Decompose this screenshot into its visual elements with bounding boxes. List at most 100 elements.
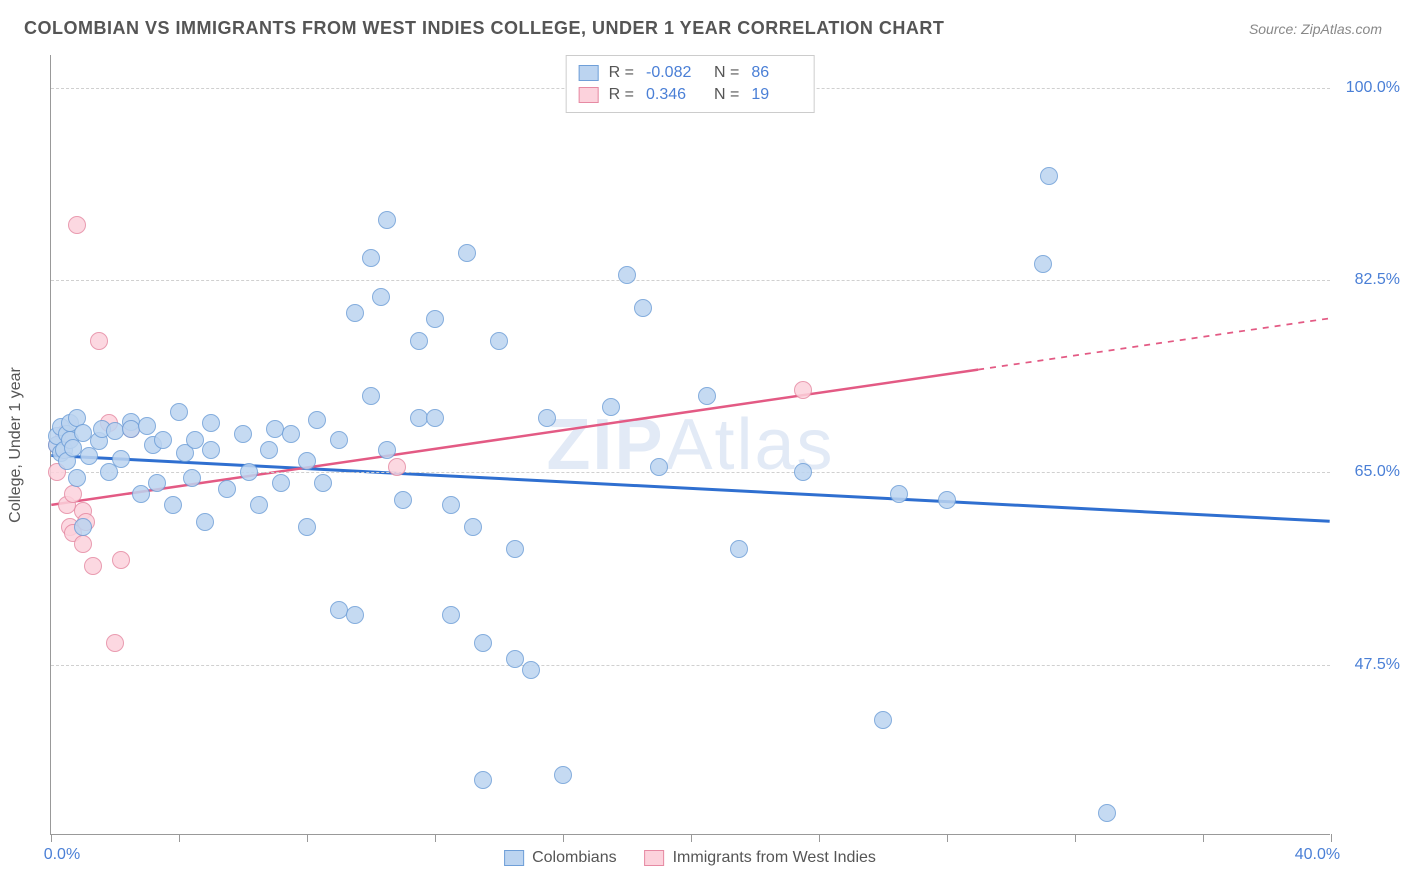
x-tick <box>1203 834 1204 842</box>
scatter-point <box>650 458 668 476</box>
scatter-point <box>330 431 348 449</box>
scatter-point <box>1098 804 1116 822</box>
scatter-point <box>240 463 258 481</box>
scatter-point <box>314 474 332 492</box>
scatter-point <box>132 485 150 503</box>
scatter-point <box>68 216 86 234</box>
y-tick-label: 65.0% <box>1335 463 1400 481</box>
scatter-point <box>202 441 220 459</box>
scatter-point <box>308 411 326 429</box>
scatter-point <box>474 771 492 789</box>
scatter-point <box>1034 255 1052 273</box>
legend-swatch <box>504 850 524 866</box>
y-tick-label: 100.0% <box>1335 79 1400 97</box>
scatter-point <box>938 491 956 509</box>
scatter-point <box>64 485 82 503</box>
scatter-point <box>90 332 108 350</box>
legend-label: Immigrants from West Indies <box>673 849 876 867</box>
r-value: -0.082 <box>646 64 696 82</box>
scatter-point <box>298 518 316 536</box>
stats-row: R =0.346N =19 <box>579 84 802 106</box>
scatter-point <box>234 425 252 443</box>
correlation-stats-legend: R =-0.082N =86R =0.346N =19 <box>566 55 815 113</box>
source-name: ZipAtlas.com <box>1301 21 1382 37</box>
scatter-point <box>282 425 300 443</box>
chart-title: COLOMBIAN VS IMMIGRANTS FROM WEST INDIES… <box>24 18 944 39</box>
x-tick <box>51 834 52 842</box>
x-tick <box>947 834 948 842</box>
r-label: R = <box>609 86 634 104</box>
scatter-point <box>634 299 652 317</box>
legend-label: Colombians <box>532 849 616 867</box>
scatter-point <box>442 606 460 624</box>
scatter-point <box>464 518 482 536</box>
scatter-point <box>112 450 130 468</box>
scatter-point <box>474 634 492 652</box>
scatter-point <box>794 381 812 399</box>
scatter-point <box>154 431 172 449</box>
scatter-point <box>186 431 204 449</box>
legend-swatch <box>645 850 665 866</box>
scatter-point <box>442 496 460 514</box>
scatter-point <box>148 474 166 492</box>
source-attribution: Source: ZipAtlas.com <box>1249 21 1382 37</box>
scatter-point <box>794 463 812 481</box>
scatter-point <box>74 535 92 553</box>
scatter-point <box>378 441 396 459</box>
scatter-point <box>490 332 508 350</box>
scatter-point <box>890 485 908 503</box>
plot-area: ZIPAtlas 47.5%65.0%82.5%100.0%0.0%40.0% <box>50 55 1330 835</box>
scatter-point <box>218 480 236 498</box>
y-tick-label: 47.5% <box>1335 656 1400 674</box>
scatter-point <box>426 409 444 427</box>
scatter-point <box>202 414 220 432</box>
x-tick-label: 40.0% <box>1295 846 1340 864</box>
scatter-point <box>68 469 86 487</box>
x-tick <box>563 834 564 842</box>
scatter-point <box>730 540 748 558</box>
scatter-point <box>522 661 540 679</box>
y-tick-label: 82.5% <box>1335 271 1400 289</box>
scatter-point <box>618 266 636 284</box>
scatter-point <box>74 518 92 536</box>
legend-swatch <box>579 65 599 81</box>
scatter-point <box>372 288 390 306</box>
scatter-point <box>183 469 201 487</box>
trend-line-extrapolated <box>978 318 1330 369</box>
scatter-point <box>112 551 130 569</box>
scatter-point <box>378 211 396 229</box>
scatter-point <box>272 474 290 492</box>
scatter-point <box>426 310 444 328</box>
scatter-point <box>346 606 364 624</box>
x-tick <box>179 834 180 842</box>
scatter-point <box>394 491 412 509</box>
chart-container: College, Under 1 year ZIPAtlas 47.5%65.0… <box>50 55 1330 835</box>
x-tick <box>307 834 308 842</box>
stats-row: R =-0.082N =86 <box>579 62 802 84</box>
gridline <box>51 280 1330 281</box>
scatter-point <box>1040 167 1058 185</box>
scatter-point <box>362 387 380 405</box>
trend-lines-layer <box>51 55 1330 834</box>
x-tick <box>1331 834 1332 842</box>
scatter-point <box>458 244 476 262</box>
legend-item: Immigrants from West Indies <box>645 849 876 867</box>
scatter-point <box>250 496 268 514</box>
n-value: 19 <box>751 86 801 104</box>
gridline <box>51 665 1330 666</box>
scatter-point <box>80 447 98 465</box>
n-label: N = <box>714 64 739 82</box>
legend-item: Colombians <box>504 849 616 867</box>
x-tick <box>819 834 820 842</box>
scatter-point <box>554 766 572 784</box>
source-label: Source: <box>1249 21 1301 37</box>
x-tick <box>691 834 692 842</box>
scatter-point <box>346 304 364 322</box>
scatter-point <box>164 496 182 514</box>
r-value: 0.346 <box>646 86 696 104</box>
x-tick <box>435 834 436 842</box>
y-axis-label: College, Under 1 year <box>7 367 25 523</box>
scatter-point <box>298 452 316 470</box>
r-label: R = <box>609 64 634 82</box>
scatter-point <box>84 557 102 575</box>
